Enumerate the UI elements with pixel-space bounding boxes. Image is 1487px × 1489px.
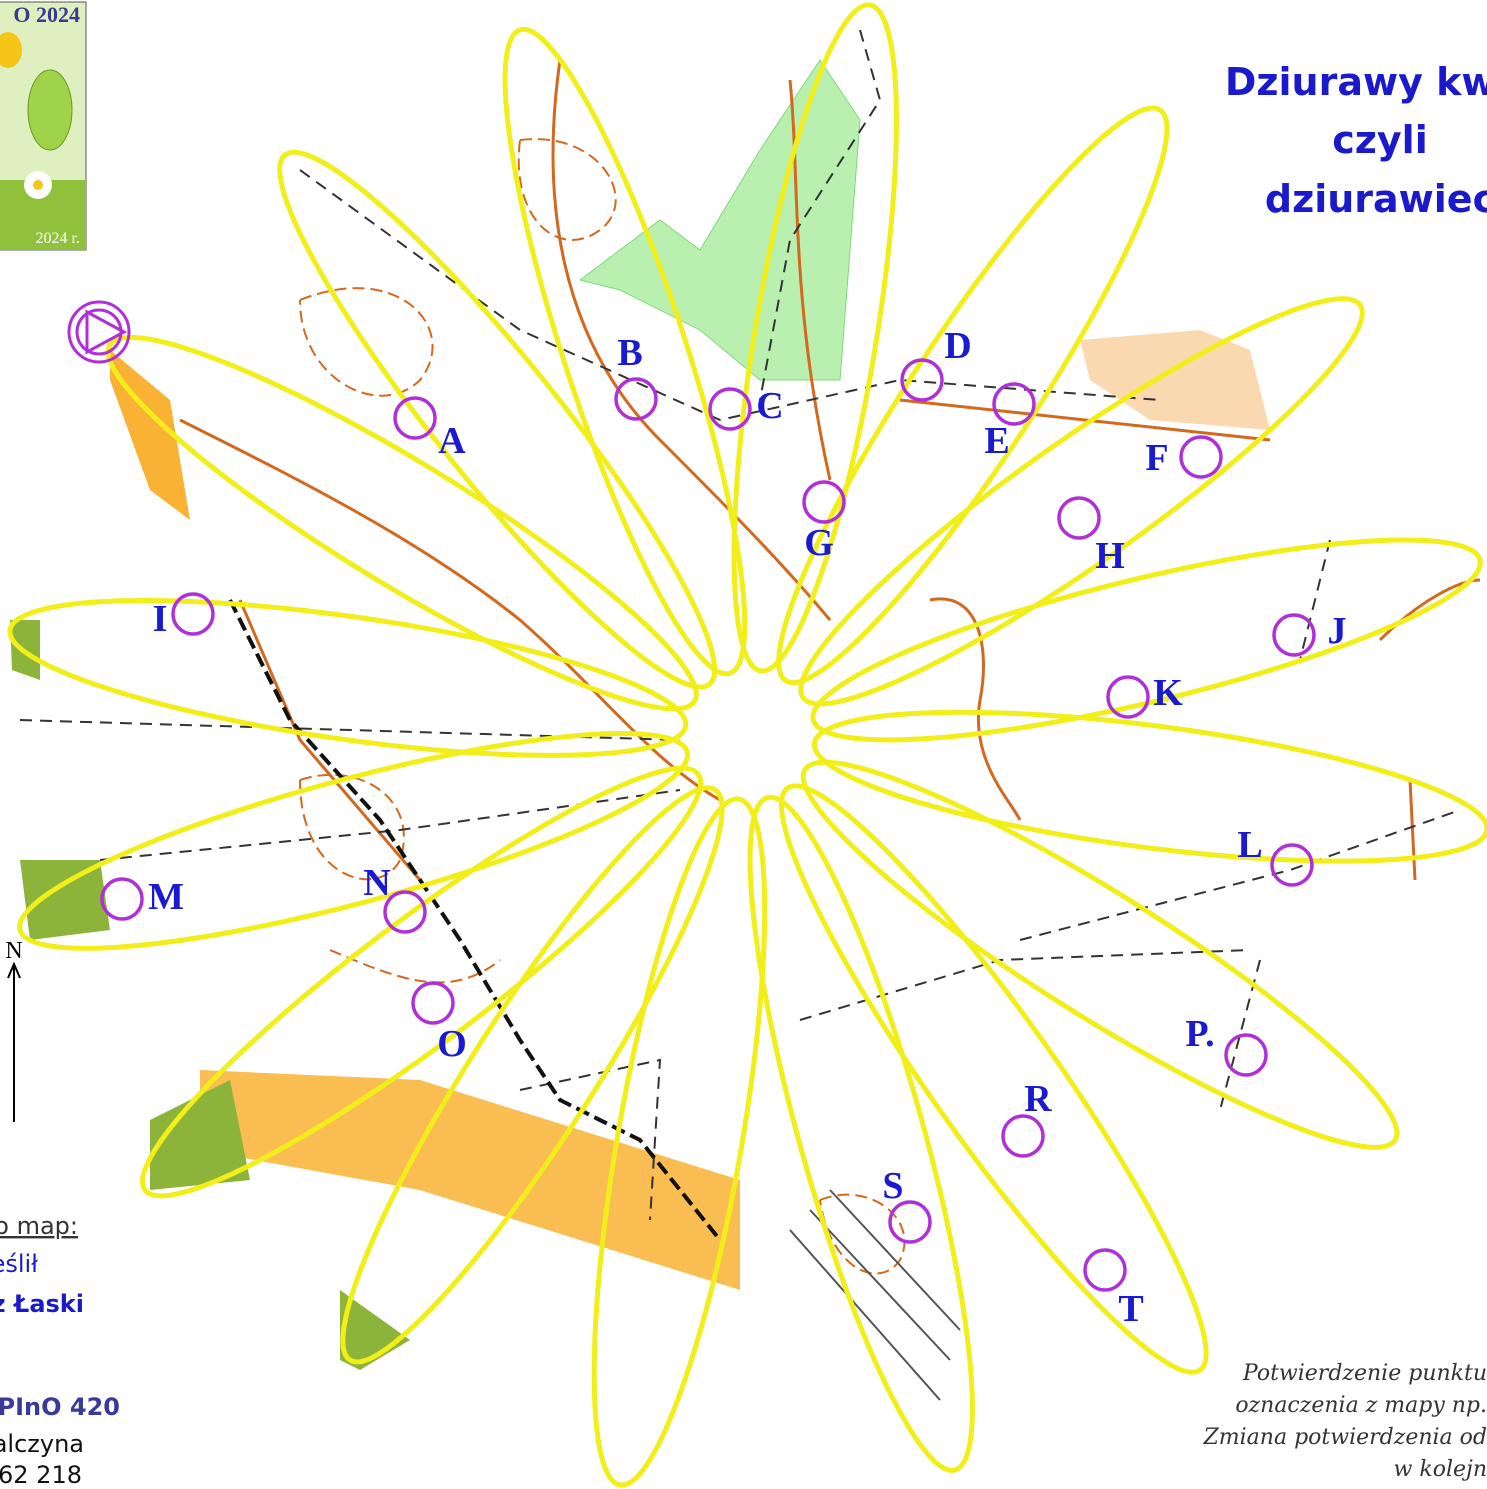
control-circle: [1272, 845, 1312, 885]
start: [69, 302, 129, 362]
note: Zmiana potwierdzenia od: [1203, 1425, 1487, 1450]
control-label: O: [437, 1023, 467, 1065]
control-label: C: [756, 385, 783, 427]
control-circle: [1274, 615, 1314, 655]
north-label: N: [5, 938, 22, 964]
control-circle: [1181, 437, 1221, 477]
note: Potwierdzenie punktu: [1242, 1361, 1487, 1386]
logo: O 2024 2024 r.: [0, 2, 86, 250]
control-label: E: [984, 420, 1009, 462]
credits: eślił: [0, 1250, 38, 1278]
control-label: K: [1153, 672, 1183, 714]
petal: [4, 692, 703, 990]
petal: [708, 781, 1015, 1487]
control-circle: [994, 384, 1034, 424]
control-label: A: [438, 420, 466, 462]
title: czyli: [1332, 118, 1427, 162]
control-circle: [1226, 1035, 1266, 1075]
control-label: P.: [1185, 1013, 1214, 1055]
club: PInO 420: [0, 1393, 120, 1421]
control-label: M: [148, 876, 184, 918]
logo-date: 2024 r.: [36, 230, 80, 247]
control-label: R: [1024, 1078, 1052, 1120]
logo-title: O 2024: [13, 2, 80, 27]
control-label: G: [804, 522, 834, 564]
north-arrow: N: [5, 938, 22, 1122]
control-circle: [1003, 1116, 1043, 1156]
petal: [1, 569, 694, 786]
petal: [799, 500, 1487, 780]
control-circle: [385, 892, 425, 932]
terrain: [10, 30, 1480, 1400]
control-circle: [1059, 498, 1099, 538]
map: A B C D E F G H I J K L M N O P. R S T O 2024 2024 r. Dziu…: [0, 0, 1487, 1489]
control-label: S: [882, 1165, 903, 1207]
control-label: I: [153, 598, 168, 640]
note: w kolejn: [1394, 1457, 1487, 1482]
note: oznaczenia z mapy np.: [1235, 1393, 1487, 1418]
control-label: B: [617, 332, 642, 374]
credits: z Łaski: [0, 1290, 84, 1318]
control-circle: [890, 1202, 930, 1242]
club: alczyna: [0, 1430, 84, 1458]
control-label: F: [1145, 437, 1168, 479]
control-label: H: [1095, 535, 1125, 577]
control-label: J: [1328, 610, 1347, 652]
club: 62 218: [0, 1461, 82, 1489]
title: dziurawiec: [1265, 177, 1487, 221]
control-circle: [1085, 1250, 1125, 1290]
control-circle: [395, 398, 435, 438]
control-label: L: [1237, 824, 1262, 866]
control-circle: [1108, 677, 1148, 717]
control-label: D: [944, 325, 971, 367]
control-circle: [102, 879, 142, 919]
control-circle: [413, 983, 453, 1023]
credits: o map:: [0, 1212, 78, 1240]
control-label: T: [1118, 1288, 1143, 1330]
title: Dziurawy kwia: [1225, 60, 1487, 104]
control-label: N: [363, 862, 390, 904]
